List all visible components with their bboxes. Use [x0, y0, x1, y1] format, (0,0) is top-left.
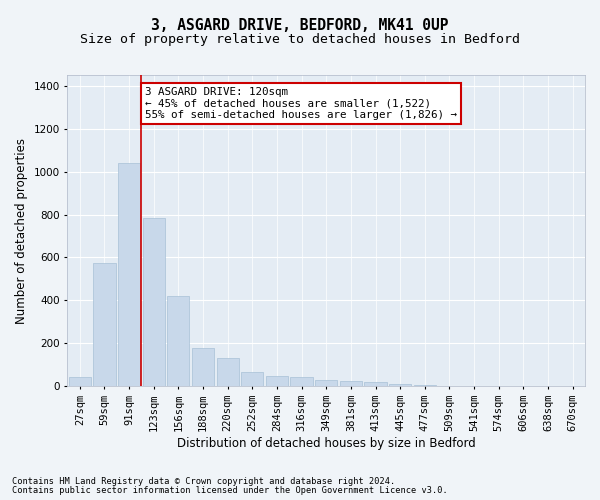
X-axis label: Distribution of detached houses by size in Bedford: Distribution of detached houses by size … — [177, 437, 476, 450]
Bar — [266, 376, 288, 386]
Bar — [68, 376, 91, 386]
Text: Contains public sector information licensed under the Open Government Licence v3: Contains public sector information licen… — [12, 486, 448, 495]
Bar — [217, 358, 239, 386]
Bar — [118, 163, 140, 386]
Y-axis label: Number of detached properties: Number of detached properties — [15, 138, 28, 324]
Bar — [389, 384, 411, 386]
Bar — [290, 376, 313, 386]
Bar — [192, 348, 214, 387]
Text: Size of property relative to detached houses in Bedford: Size of property relative to detached ho… — [80, 32, 520, 46]
Bar — [143, 218, 165, 386]
Text: 3 ASGARD DRIVE: 120sqm
← 45% of detached houses are smaller (1,522)
55% of semi-: 3 ASGARD DRIVE: 120sqm ← 45% of detached… — [145, 87, 457, 120]
Bar — [340, 380, 362, 386]
Text: Contains HM Land Registry data © Crown copyright and database right 2024.: Contains HM Land Registry data © Crown c… — [12, 477, 395, 486]
Text: 3, ASGARD DRIVE, BEDFORD, MK41 0UP: 3, ASGARD DRIVE, BEDFORD, MK41 0UP — [151, 18, 449, 32]
Bar — [241, 372, 263, 386]
Bar — [94, 263, 116, 386]
Bar — [364, 382, 386, 386]
Bar — [167, 296, 190, 386]
Bar — [315, 380, 337, 386]
Bar — [414, 384, 436, 386]
